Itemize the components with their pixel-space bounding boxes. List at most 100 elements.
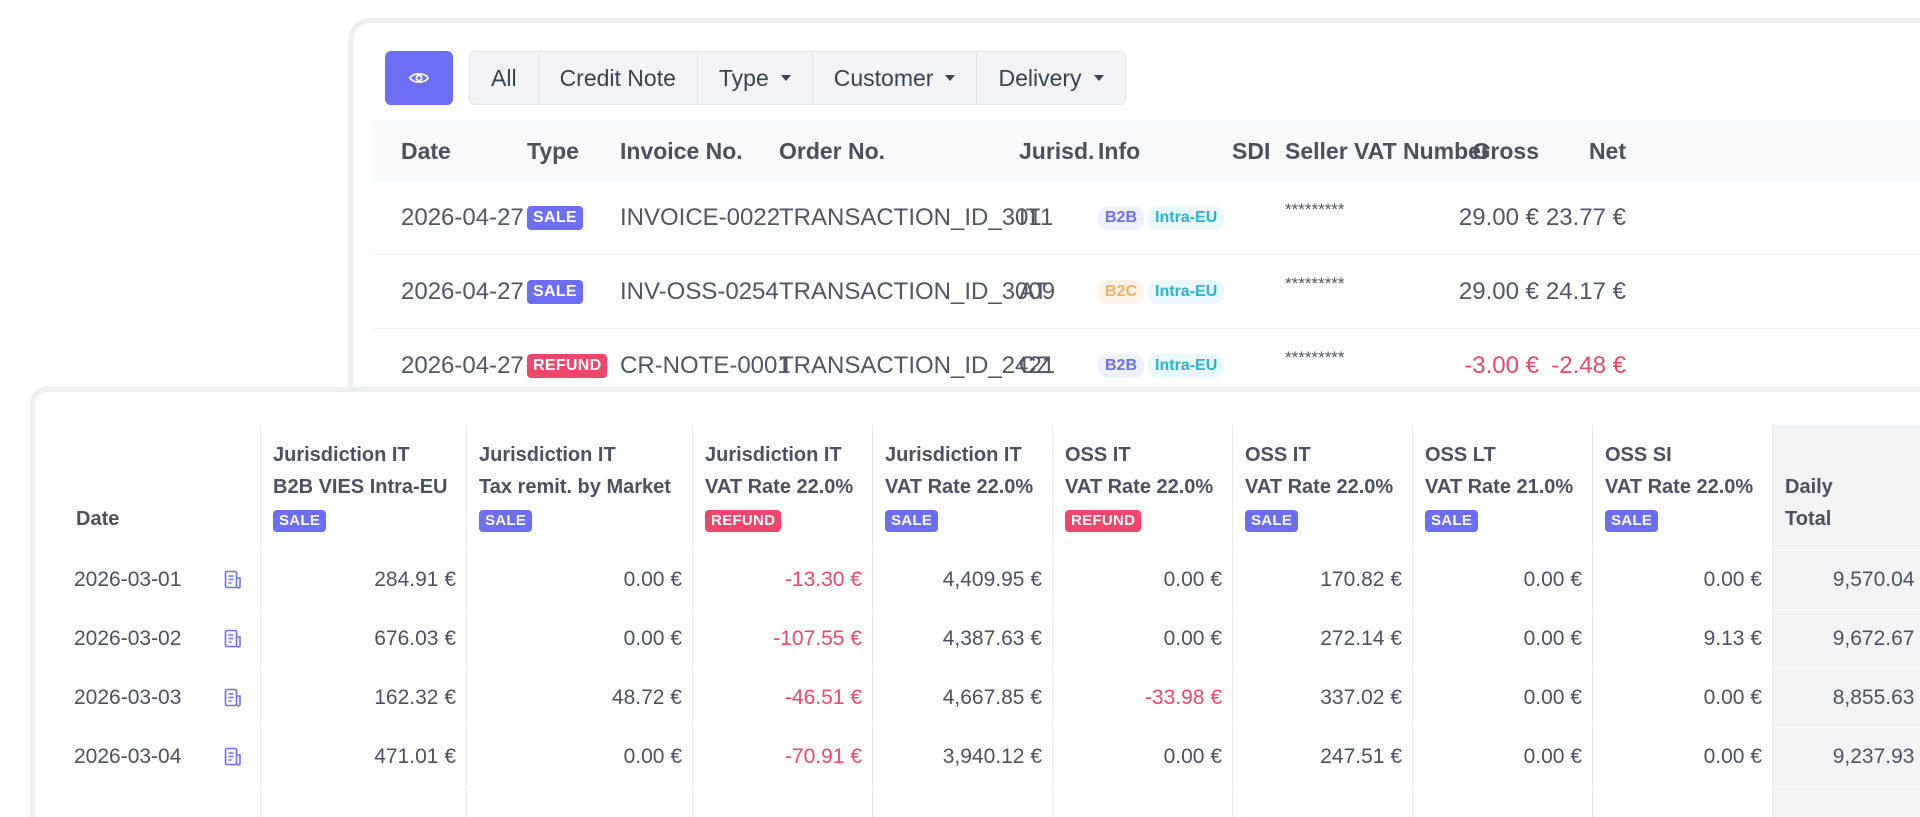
order-number[interactable]: TRANSACTION_ID_2421 (779, 351, 1056, 379)
seller-vat-number: ********* (1285, 199, 1345, 219)
value-cell: 0.00 € (1592, 551, 1772, 609)
customer-type-tag: B2B (1098, 353, 1145, 378)
col-header-seller-vat[interactable]: Seller VAT Number (1285, 137, 1490, 164)
col-header-date[interactable]: Date (401, 137, 451, 164)
gross-amount: 29.00 € (1458, 277, 1539, 305)
net-amount: -2.48 € (1551, 351, 1626, 379)
value-cell: 0.00 € (1412, 728, 1592, 786)
invoice-table-header: Date Type Invoice No. Order No. Jurisd. … (373, 121, 1920, 181)
row-date: 2026-03-04 (64, 728, 260, 786)
value-cell: 0.00 € (466, 610, 692, 668)
value-cell: 0.00 € (1592, 669, 1772, 727)
caret-down-icon (780, 75, 791, 81)
value-cell: 0.00 € (1592, 728, 1772, 786)
filter-type-dropdown[interactable]: Type (696, 52, 812, 104)
col-header-sdi[interactable]: SDI (1232, 137, 1271, 164)
daily-total-cell: 9,237.93 € (1772, 728, 1920, 786)
invoice-type: REFUND (527, 329, 608, 402)
eye-icon (409, 72, 429, 84)
caret-down-icon (945, 75, 956, 81)
row-date: 2026-03-03 (64, 669, 260, 727)
col-header-type[interactable]: Type (527, 137, 579, 164)
daily-total-cell: 9,570.04 € (1772, 551, 1920, 609)
value-cell: -46.51 € (692, 669, 872, 727)
document-icon[interactable] (224, 688, 242, 708)
sale-badge: SALE (1245, 510, 1299, 532)
daily-summary-panel: Date Jurisdiction IT B2B VIES Intra-EU SAL… (30, 387, 1920, 817)
col-header-gross[interactable]: Gross (1472, 137, 1539, 164)
filter-delivery-dropdown[interactable]: Delivery (976, 52, 1124, 104)
order-number[interactable]: TRANSACTION_ID_3009 (779, 277, 1056, 305)
row-date: 2026-03-02 (64, 610, 260, 668)
col-header-it-tax-remit[interactable]: Jurisdiction IT Tax remit. by Market SALE (466, 425, 692, 550)
order-number[interactable]: TRANSACTION_ID_3011 (779, 203, 1054, 231)
col-header-daily-total[interactable]: Daily Total (1772, 425, 1920, 550)
col-header-date[interactable]: Date (76, 508, 120, 530)
invoice-row[interactable]: 2026-04-27 REFUND CR-NOTE-0001 TRANSACTI… (373, 329, 1920, 402)
value-cell: 48.72 € (466, 669, 692, 727)
value-cell: 4,409.95 € (872, 551, 1052, 609)
invoice-type: SALE (527, 255, 583, 328)
col-header-jurisd[interactable]: Jurisd. (1019, 137, 1095, 164)
info-tags: B2B Intra-EU (1098, 181, 1228, 254)
col-header-oss-si-sale[interactable]: OSS SI VAT Rate 22.0% SALE (1592, 425, 1772, 550)
filter-credit-note-button[interactable]: Credit Note (537, 52, 697, 104)
jurisdiction: IT (1019, 203, 1041, 231)
seller-vat-number: ********* (1285, 347, 1345, 367)
col-header-oss-it-sale[interactable]: OSS IT VAT Rate 22.0% SALE (1232, 425, 1412, 550)
col-header-it-vat-sale[interactable]: Jurisdiction IT VAT Rate 22.0% SALE (872, 425, 1052, 550)
type-badge: REFUND (527, 353, 608, 378)
daily-total-cell: 8,855.63 € (1772, 669, 1920, 727)
customer-type-tag: B2C (1098, 279, 1145, 304)
filter-toolbar: All Credit Note Type Customer Delivery (385, 51, 1126, 105)
value-cell: -70.91 € (692, 728, 872, 786)
col-header-net[interactable]: Net (1588, 137, 1626, 164)
col-header-it-b2b-vies[interactable]: Jurisdiction IT B2B VIES Intra-EU SALE (260, 425, 466, 550)
document-icon[interactable] (224, 747, 242, 767)
sale-badge: SALE (273, 510, 327, 532)
document-icon[interactable] (224, 629, 242, 649)
col-header-it-vat-refund[interactable]: Jurisdiction IT VAT Rate 22.0% REFUND (692, 425, 872, 550)
document-icon[interactable] (224, 570, 242, 590)
value-cell: 4,387.63 € (872, 610, 1052, 668)
refund-badge: REFUND (705, 510, 782, 532)
value-cell: 0.00 € (1412, 669, 1592, 727)
value-cell: 247.51 € (1232, 728, 1412, 786)
col-header-invoice-no[interactable]: Invoice No. (620, 137, 743, 164)
value-cell: -13.30 € (692, 551, 872, 609)
invoice-type: SALE (527, 181, 583, 254)
col-header-oss-lt-sale[interactable]: OSS LT VAT Rate 21.0% SALE (1412, 425, 1592, 550)
info-tags: B2C Intra-EU (1098, 255, 1228, 328)
invoice-number[interactable]: INVOICE-0022 (620, 203, 781, 231)
col-header-info[interactable]: Info (1098, 137, 1141, 164)
filter-all-button[interactable]: All (491, 64, 517, 91)
invoice-date: 2026-04-27 (401, 277, 524, 305)
value-cell: 0.00 € (1052, 728, 1232, 786)
sale-badge: SALE (1605, 510, 1659, 532)
row-date: 2026-03-01 (64, 551, 260, 609)
invoice-row[interactable]: 2026-04-27 SALE INVOICE-0022 TRANSACTION… (373, 181, 1920, 255)
invoice-date: 2026-04-27 (401, 203, 524, 231)
sale-badge: SALE (885, 510, 939, 532)
value-cell: 0.00 € (1412, 551, 1592, 609)
gross-amount: 29.00 € (1458, 203, 1539, 231)
toggle-visibility-button[interactable] (385, 51, 453, 105)
invoice-date: 2026-04-27 (401, 351, 524, 379)
filter-customer-dropdown[interactable]: Customer (811, 52, 977, 104)
type-badge: SALE (527, 279, 583, 304)
refund-badge: REFUND (1065, 510, 1142, 532)
col-header-oss-it-refund[interactable]: OSS IT VAT Rate 22.0% REFUND (1052, 425, 1232, 550)
invoice-row[interactable]: 2026-04-27 SALE INV-OSS-0254 TRANSACTION… (373, 255, 1920, 329)
col-header-order-no[interactable]: Order No. (779, 137, 886, 164)
value-cell: 284.91 € (260, 551, 466, 609)
sale-badge: SALE (479, 510, 533, 532)
invoice-number[interactable]: CR-NOTE-0001 (620, 351, 791, 379)
net-amount: 24.17 € (1545, 277, 1626, 305)
sale-badge: SALE (1425, 510, 1479, 532)
delivery-tag: Intra-EU (1148, 279, 1225, 304)
value-cell: 0.00 € (1412, 610, 1592, 668)
invoice-number[interactable]: INV-OSS-0254 (620, 277, 779, 305)
value-cell: 272.14 € (1232, 610, 1412, 668)
info-tags: B2B Intra-EU (1098, 329, 1228, 402)
value-cell: 9.13 € (1592, 610, 1772, 668)
